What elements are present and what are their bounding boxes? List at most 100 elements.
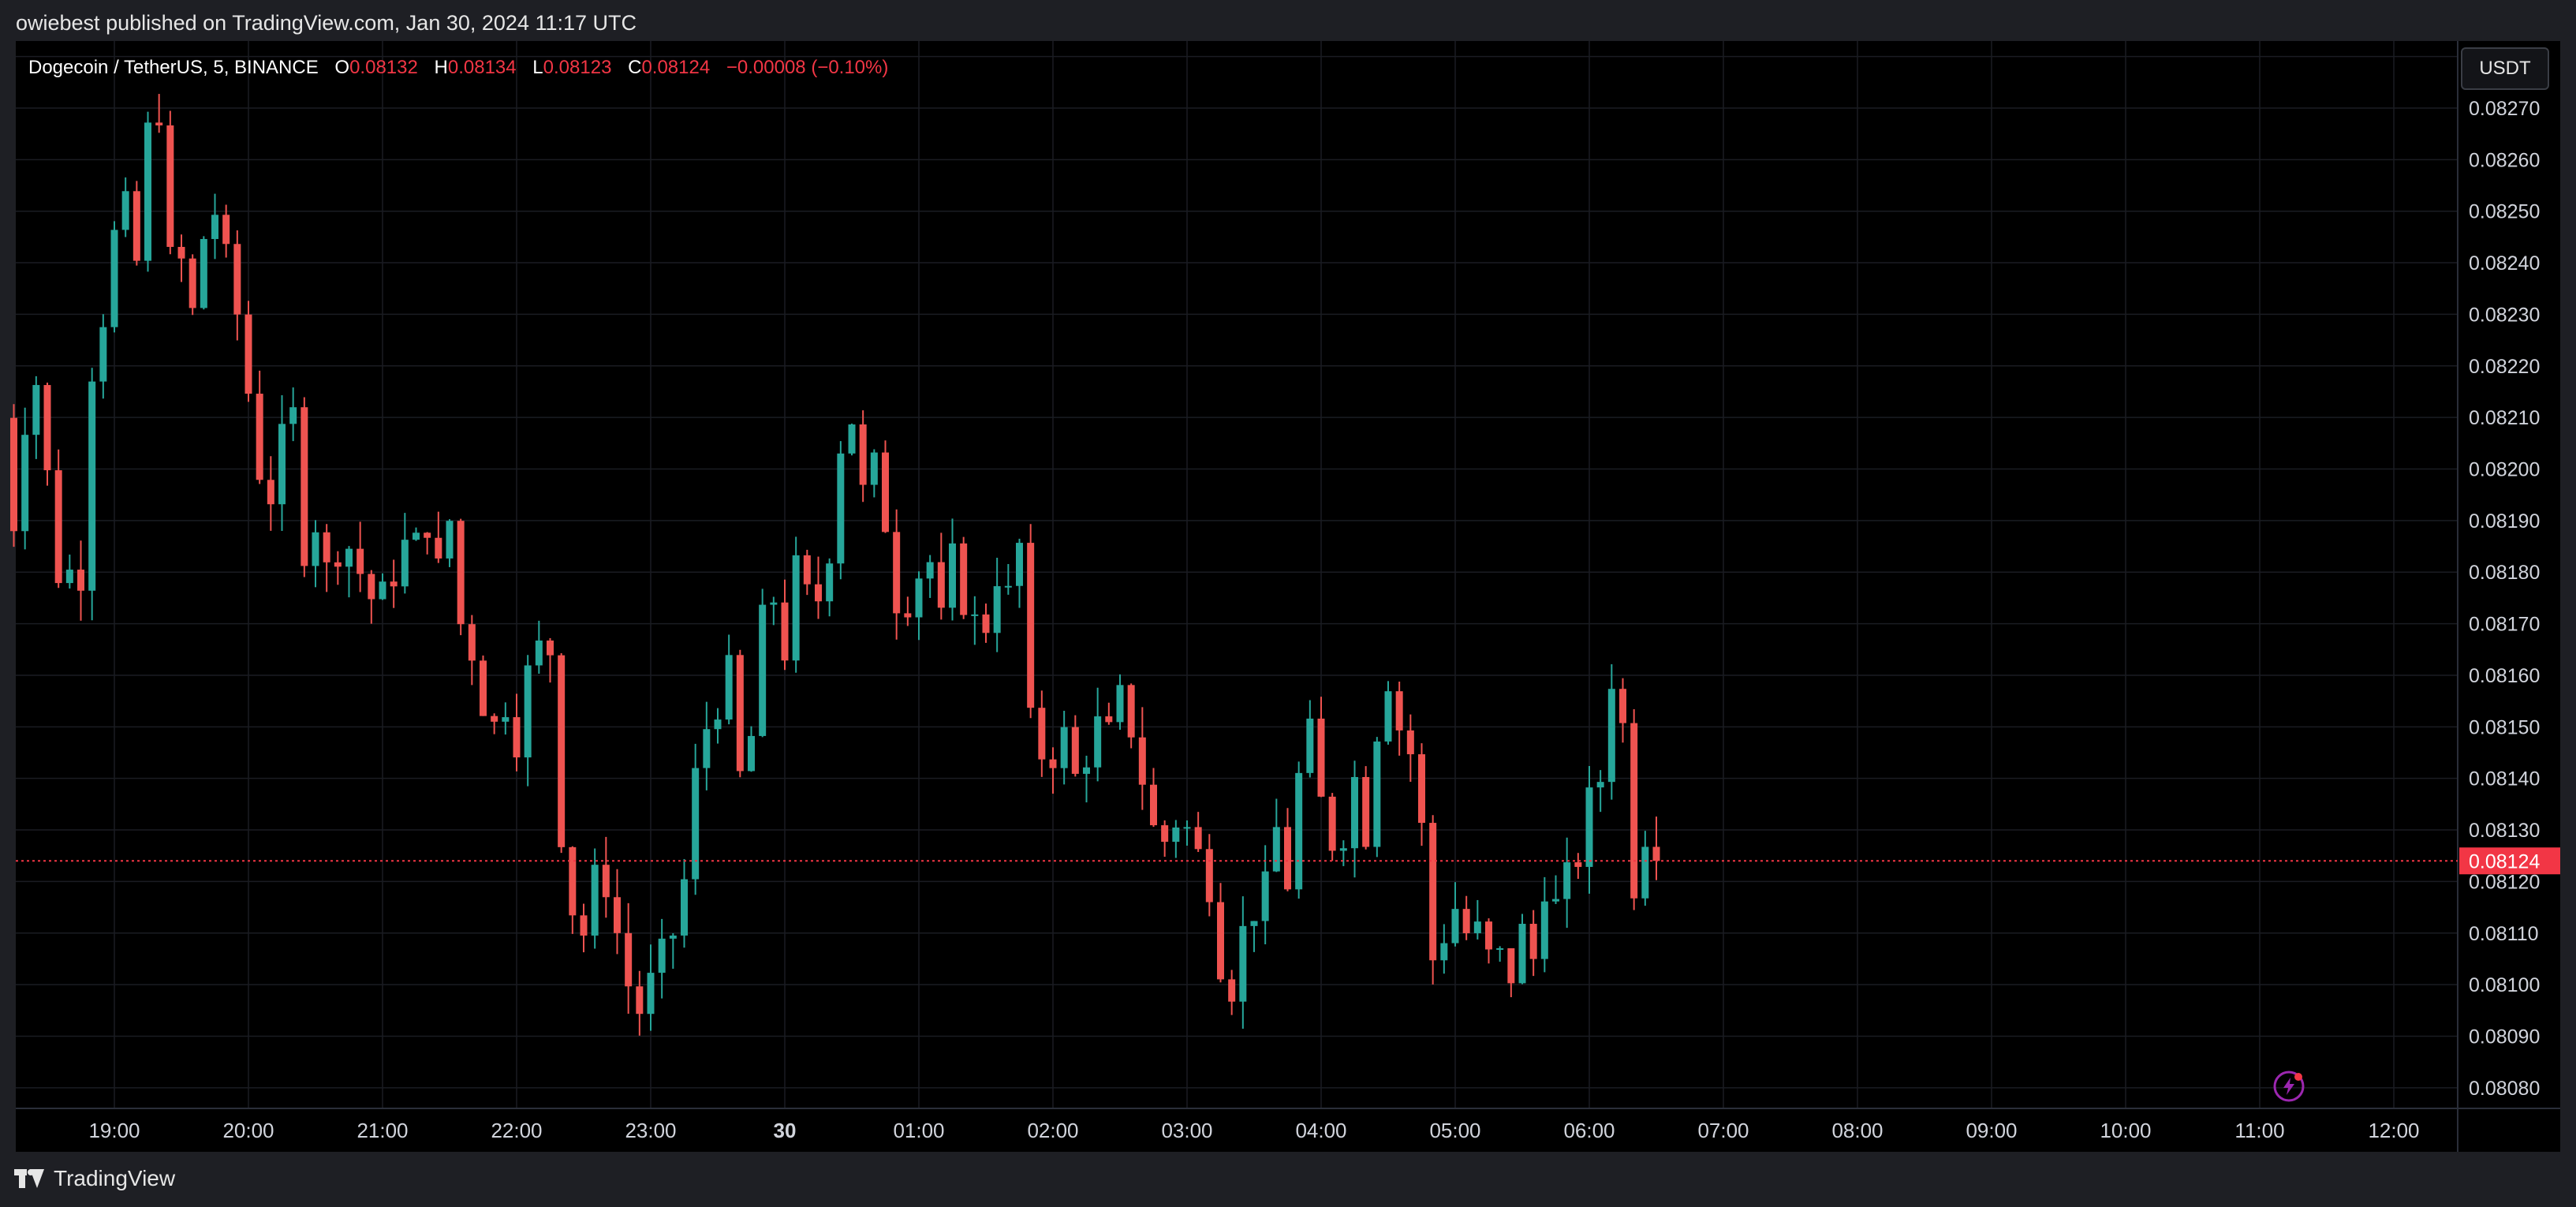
candle (580, 903, 588, 953)
candle (1619, 678, 1626, 743)
candle (703, 701, 711, 790)
candle (189, 254, 196, 316)
candle (54, 449, 62, 589)
candle (1518, 914, 1526, 985)
candle (1328, 793, 1336, 861)
y-tick-label: 0.08090 (2469, 1026, 2540, 1048)
y-tick-label: 0.08230 (2469, 304, 2540, 326)
candle (1295, 761, 1303, 899)
y-tick-label: 0.08130 (2469, 820, 2540, 842)
candle (1418, 743, 1425, 846)
candle (1485, 918, 1492, 964)
candle (401, 513, 409, 594)
candle (413, 527, 420, 541)
x-tick-label: 09:00 (1966, 1119, 2017, 1142)
candle (88, 368, 96, 621)
x-tick-label: 01:00 (893, 1119, 944, 1142)
x-tick-label: 06:00 (1563, 1119, 1615, 1142)
tradingview-brand[interactable]: TradingView (14, 1166, 175, 1191)
currency-button[interactable]: USDT (2461, 47, 2549, 90)
x-tick-label: 21:00 (357, 1119, 408, 1142)
close-label: C (628, 57, 642, 78)
candle (1284, 808, 1291, 891)
candle (558, 652, 566, 854)
candle (435, 511, 442, 563)
candle (491, 713, 498, 734)
candle (926, 555, 934, 598)
publish-info: owiebest published on TradingView.com, J… (16, 11, 637, 35)
candle (669, 932, 677, 969)
candle (815, 556, 822, 619)
candle (1607, 663, 1615, 800)
candle (301, 397, 308, 577)
x-tick-label: 12:00 (2368, 1119, 2419, 1142)
candle (1161, 820, 1169, 858)
candle (714, 708, 722, 744)
candle (736, 649, 744, 778)
candle (1083, 755, 1090, 803)
candle (725, 634, 733, 725)
candle (547, 637, 554, 683)
candle (133, 181, 140, 266)
candle (1507, 948, 1515, 998)
candle (457, 518, 465, 636)
candle (1172, 820, 1180, 858)
close-value: 0.08124 (641, 57, 711, 78)
candle (312, 520, 319, 588)
y-tick-label: 0.08220 (2469, 356, 2540, 378)
y-tick-label: 0.08180 (2469, 562, 2540, 584)
x-tick-label: 19:00 (88, 1119, 140, 1142)
candle (1362, 766, 1370, 850)
candle (837, 441, 845, 580)
candle (614, 869, 621, 955)
candle (602, 836, 610, 918)
candle (1641, 831, 1649, 906)
candle (1384, 681, 1392, 745)
y-tick-label: 0.08140 (2469, 768, 2540, 790)
candle (1060, 710, 1068, 785)
candle (323, 524, 330, 592)
candle (446, 519, 454, 567)
candle (480, 655, 487, 716)
candle (1194, 812, 1202, 852)
candle (982, 604, 990, 643)
top-bar: owiebest published on TradingView.com, J… (0, 0, 2576, 41)
candle (1306, 700, 1314, 778)
candle (960, 536, 968, 619)
candle (1351, 760, 1358, 878)
candle (1116, 674, 1124, 731)
change-value: −0.00008 (−0.10%) (726, 57, 889, 78)
candle (1261, 845, 1269, 944)
candle (971, 596, 979, 645)
y-tick-label: 0.08120 (2469, 871, 2540, 893)
candle (1272, 798, 1280, 873)
chart-frame[interactable] (16, 41, 2560, 1152)
x-tick-label: 02:00 (1027, 1119, 1078, 1142)
candle (155, 94, 163, 133)
candle (200, 236, 207, 310)
x-tick-label: 04:00 (1295, 1119, 1346, 1142)
candle (647, 944, 655, 1031)
candle (1563, 837, 1571, 929)
y-tick-label: 0.08160 (2469, 665, 2540, 687)
x-tick-label: 03:00 (1161, 1119, 1212, 1142)
candle (289, 387, 297, 442)
lightning-icon[interactable] (2272, 1070, 2305, 1103)
x-tick-label: 30 (774, 1119, 797, 1142)
candle (177, 234, 185, 282)
x-tick-label: 20:00 (222, 1119, 274, 1142)
x-tick-label: 10:00 (2100, 1119, 2151, 1142)
candle (468, 615, 476, 686)
candle (1373, 737, 1381, 858)
low-value: 0.08123 (543, 57, 612, 78)
candle (1049, 747, 1057, 794)
candle (1094, 687, 1102, 782)
candle (390, 559, 398, 608)
candlestick-chart[interactable]: 0.080800.080900.081000.081100.081200.081… (0, 0, 2576, 1152)
last-price-label: 0.08124 (2469, 850, 2540, 873)
candle (379, 573, 386, 600)
candle (77, 540, 84, 621)
candle (826, 558, 834, 617)
symbol-legend: Dogecoin / TetherUS, 5, BINANCE O0.08132… (28, 57, 888, 79)
candle (1317, 697, 1325, 798)
